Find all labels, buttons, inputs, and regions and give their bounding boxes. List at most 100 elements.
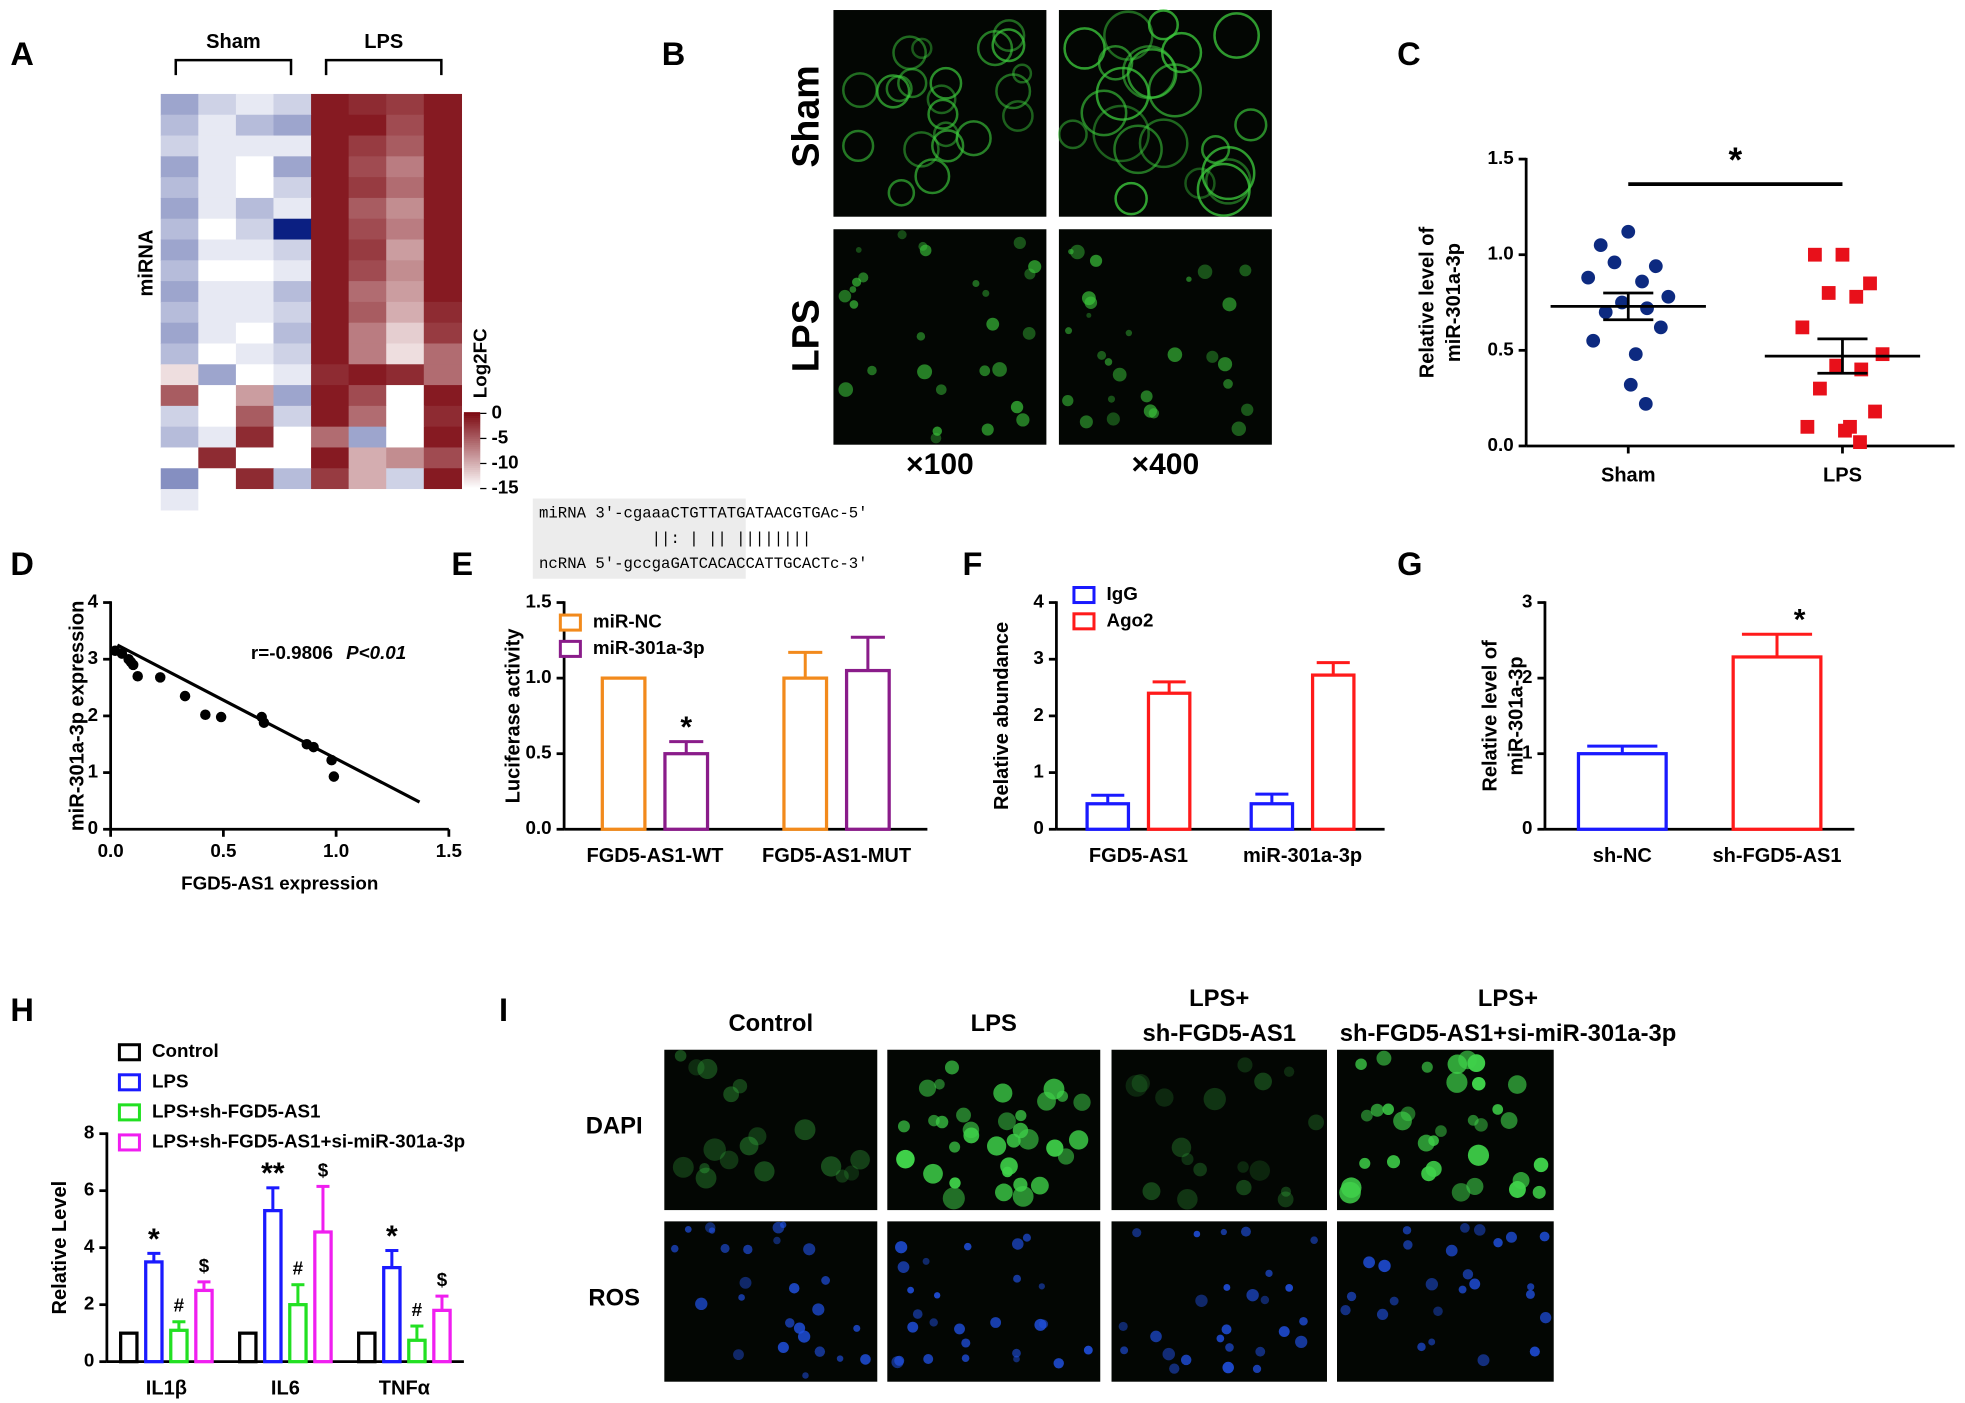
heatmap-cell: [198, 489, 237, 511]
cell: [918, 1079, 937, 1097]
cell: [1277, 1191, 1294, 1208]
heatmap-cell: [386, 93, 425, 116]
colorbar-tick-label: -5: [491, 426, 508, 447]
colorbar-step: [463, 452, 481, 457]
heatmap-cell: [423, 218, 463, 241]
cell: [1068, 248, 1074, 255]
x-tick-label: 1.0: [323, 840, 349, 861]
micrograph: [1111, 1221, 1327, 1382]
data-point: [1853, 435, 1867, 450]
heatmap-cell: [235, 301, 275, 324]
cell: [1472, 1077, 1486, 1091]
cell: [849, 286, 857, 293]
heatmap-cell: [386, 426, 425, 449]
heatmap-cell: [386, 260, 425, 282]
cell: [1370, 1103, 1384, 1117]
heatmap-cell: [235, 239, 275, 261]
y-tick-label: 0: [84, 1350, 94, 1371]
cell: [1140, 390, 1153, 403]
cell: [1070, 244, 1085, 260]
colorbar-tick-label: -15: [491, 477, 518, 498]
data-point: [1849, 289, 1864, 304]
cell: [918, 241, 928, 251]
heatmap-cell: [386, 239, 425, 261]
heatmap-cell: [386, 177, 425, 199]
cell: [1249, 1160, 1271, 1181]
heatmap-cell: [348, 426, 387, 449]
x-tick-label: FGD5-AS1-WT: [586, 845, 724, 867]
colorbar-step: [463, 473, 481, 478]
heatmap-cell: [386, 468, 425, 490]
y-axis-label: miR-301a-3p: [1443, 243, 1465, 362]
cell: [987, 1136, 1007, 1156]
heatmap-cell: [311, 156, 350, 178]
cell: [1057, 1148, 1075, 1165]
cell: [1505, 1231, 1517, 1243]
heatmap-cell: [423, 197, 463, 220]
cell: [858, 272, 869, 283]
cell: [1107, 395, 1116, 403]
cell: [1056, 1090, 1069, 1102]
cell: [995, 73, 1032, 110]
heatmap-cell: [348, 93, 387, 116]
cell: [982, 289, 990, 297]
cell: [919, 244, 932, 257]
colorbar-step: [463, 439, 481, 443]
heatmap-cell: [311, 239, 350, 261]
heatmap-cell: [198, 239, 237, 261]
cell: [916, 332, 926, 341]
data-point: [200, 709, 211, 721]
colorbar-step: [463, 450, 481, 455]
cell: [907, 1286, 915, 1294]
cell: [1310, 1236, 1318, 1244]
bar: [1310, 673, 1356, 831]
heatmap-cell: [198, 468, 237, 490]
colorbar-step: [463, 464, 481, 468]
heatmap-cell: [348, 301, 387, 324]
cell: [732, 1078, 748, 1094]
heatmap-cell: [348, 114, 387, 137]
column-label: LPS: [971, 1010, 1017, 1037]
cell: [923, 1163, 943, 1184]
y-axis-label: miR-301a-3p: [1506, 656, 1528, 775]
heatmap-cell: [235, 177, 275, 199]
cell: [1446, 1071, 1468, 1093]
cell: [1529, 1346, 1540, 1357]
cell: [1223, 379, 1233, 389]
cell: [1120, 1346, 1129, 1355]
cell: [1252, 1364, 1262, 1374]
cell: [1012, 1185, 1034, 1207]
data-point: [1648, 259, 1663, 274]
cell: [1012, 1348, 1021, 1358]
colorbar-step: [463, 475, 481, 480]
panel-letter: E: [451, 546, 473, 582]
cell: [1147, 9, 1179, 41]
cell: [1445, 1244, 1458, 1257]
cell: [743, 1244, 753, 1255]
bar: [1576, 752, 1668, 831]
colorbar-step: [463, 456, 481, 461]
heatmap-cell: [311, 177, 350, 199]
legend-swatch: [558, 613, 582, 632]
legend-label: LPS+sh-FGD5-AS1+si-miR-301a-3p: [152, 1130, 465, 1151]
bar: [600, 676, 647, 831]
heatmap-cell: [273, 260, 312, 282]
cell: [1177, 1188, 1198, 1210]
heatmap-cell: [311, 281, 350, 303]
y-tick-label: 1: [88, 761, 98, 782]
colorbar-step: [463, 441, 481, 445]
cell: [897, 67, 928, 99]
cell: [1155, 1088, 1174, 1107]
cell: [684, 1225, 692, 1233]
heatmap-cell: [348, 260, 387, 282]
cell: [1265, 1269, 1273, 1277]
cell: [1080, 89, 1128, 137]
cell: [773, 1236, 781, 1245]
cell: [852, 277, 862, 287]
alignment-box: [532, 498, 746, 579]
colorbar-step: [463, 471, 481, 476]
cell: [1193, 1162, 1207, 1177]
cell: [1435, 1125, 1447, 1137]
y-tick-label: 1: [1522, 742, 1532, 763]
